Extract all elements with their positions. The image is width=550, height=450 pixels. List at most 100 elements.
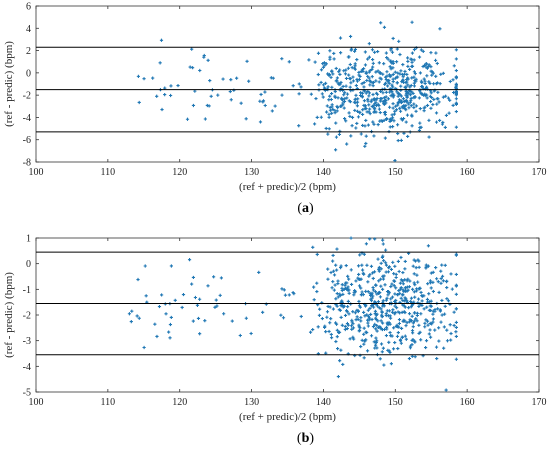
data-point [452,323,456,328]
data-point [424,345,428,350]
x-tick-label: 160 [460,167,475,178]
data-point [365,78,369,83]
data-point [371,324,376,329]
data-point [377,61,381,65]
data-point [185,117,190,121]
data-point [451,103,455,107]
data-point [229,78,233,82]
data-point [404,98,408,103]
data-point [418,71,423,75]
data-point [434,51,438,55]
data-point [383,112,387,117]
y-tick-label: -1 [23,285,31,296]
data-point [408,93,413,97]
data-point [441,95,445,99]
data-point [338,68,342,72]
data-point [167,330,171,334]
data-point [334,263,338,267]
data-point [410,329,415,333]
data-point [327,115,331,119]
data-point [386,84,390,88]
data-point [320,316,324,321]
data-point [190,282,194,286]
data-point [391,85,395,89]
data-point [387,265,392,269]
data-point [362,103,366,108]
data-point [379,319,383,323]
data-point [325,315,329,319]
data-point [389,334,393,338]
data-point [372,107,377,111]
data-point [358,277,362,282]
data-point [422,106,426,110]
data-point [391,80,395,84]
data-point [413,79,417,83]
data-point [372,103,376,107]
data-point [437,100,441,104]
data-point [389,67,393,71]
data-point [327,73,332,77]
x-tick-label: 130 [244,397,259,408]
data-point [429,286,433,290]
data-point [423,325,427,329]
data-point [426,282,430,286]
x-axis-label: (ref + predic)/2 (bpm) [239,411,336,423]
data-point [410,20,414,24]
data-point [398,106,402,110]
data-point [364,71,368,76]
data-point [395,306,399,310]
data-point [345,310,349,314]
data-point [454,68,458,73]
data-point [382,304,386,308]
data-point [339,80,343,85]
data-point [356,115,361,119]
data-point [359,319,363,323]
data-point [447,111,451,115]
data-point [417,259,421,263]
data-point [389,297,393,301]
data-point [418,121,422,125]
data-point [416,280,420,284]
data-point [261,100,265,104]
data-point [321,83,326,87]
data-point [344,287,349,291]
data-point [372,122,376,126]
data-point [408,89,412,93]
data-point [333,109,337,113]
y-tick-label: 2 [26,46,31,57]
data-point [406,59,410,64]
data-point [431,312,435,316]
data-point [379,307,383,311]
data-point [380,255,384,260]
data-point [366,321,370,325]
data-point [315,115,319,120]
data-point [454,320,458,324]
data-point [391,102,395,106]
data-point [282,288,286,292]
data-point [431,289,435,294]
y-tick-label: 1 [26,234,31,245]
data-point [338,359,342,363]
data-point [434,266,438,270]
data-point [401,298,405,303]
data-point [338,265,343,270]
data-point [387,73,392,77]
data-point [408,346,413,350]
data-point [393,310,397,315]
data-point [401,292,405,297]
data-point [344,84,348,88]
data-point [427,332,431,336]
data-point [335,335,339,339]
data-point [369,334,374,338]
data-point [209,94,213,98]
data-point [291,290,295,295]
data-point [414,317,418,321]
data-point [169,315,173,320]
data-point [235,76,239,80]
data-point [324,351,328,355]
data-point [428,94,432,98]
data-point [380,287,385,291]
data-point [342,93,346,97]
data-point [360,338,364,342]
data-point [378,89,383,94]
